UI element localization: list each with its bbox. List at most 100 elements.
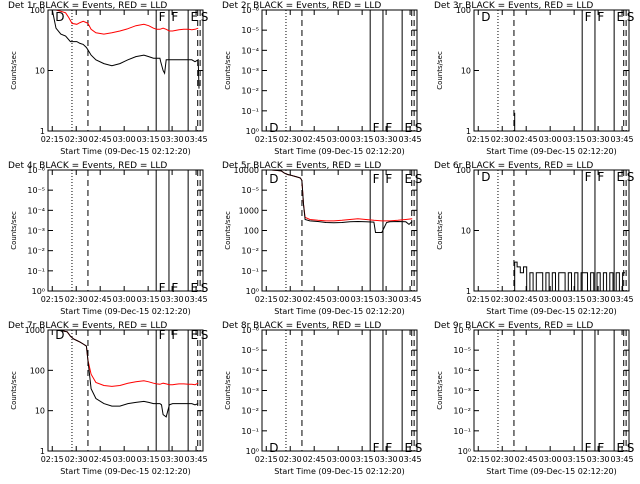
- panel-title: Det 4r BLACK = Events, RED = LLD: [8, 161, 167, 171]
- chart-panel: Det 1r BLACK = Events, RED = LLD Counts/s…: [8, 1, 208, 156]
- chart-panel: Det 5r BLACK = Events, RED = LLD Counts/s…: [222, 161, 422, 316]
- event-marker: F: [585, 10, 592, 24]
- y-axis-label: Counts/sec: [10, 51, 18, 90]
- y-tick-label: 10⁻³: [453, 387, 471, 396]
- y-tick-label: 10⁻⁶: [241, 326, 259, 335]
- y-tick-label: 1000: [239, 206, 259, 215]
- x-tick-label: 02:15: [467, 455, 490, 464]
- y-tick-label: 10: [35, 67, 45, 76]
- event-marker: F: [597, 441, 604, 455]
- y-axis-label: Counts/sec: [10, 211, 18, 250]
- event-marker: S: [201, 10, 209, 24]
- y-tick-label: 10⁰: [32, 287, 45, 296]
- plot-frame: [261, 9, 418, 132]
- y-axis-label: Counts/sec: [10, 371, 18, 410]
- y-tick-label: 10⁻²: [241, 247, 259, 256]
- y-tick-label: 10⁻³: [241, 67, 259, 76]
- x-tick-label: 03:30: [161, 455, 184, 464]
- event-marker: S: [415, 441, 423, 455]
- y-tick-label: 10⁻³: [241, 387, 259, 396]
- x-tick-label: 03:15: [351, 135, 374, 144]
- y-tick-label: 10⁰: [246, 127, 259, 136]
- x-axis-label: Start Time (09-Dec-15 02:12:20): [274, 307, 405, 316]
- y-tick-label: 100: [30, 6, 45, 15]
- plot-frame: [47, 9, 204, 132]
- y-tick-label: 100: [30, 366, 45, 375]
- x-tick-label: 02:30: [491, 455, 514, 464]
- event-marker: F: [159, 281, 166, 295]
- x-tick-label: 03:15: [563, 295, 586, 304]
- event-marker: S: [627, 170, 635, 184]
- y-tick-label: 10⁰: [246, 287, 259, 296]
- panel-title: Det 3r BLACK = Events, RED = LLD: [434, 1, 593, 11]
- event-marker: F: [373, 441, 380, 455]
- x-tick-label: 02:30: [279, 135, 302, 144]
- event-marker: D: [269, 121, 278, 135]
- x-tick-label: 03:45: [611, 295, 634, 304]
- x-tick-label: 03:00: [327, 455, 350, 464]
- event-marker: E: [617, 10, 625, 24]
- y-tick-label: 10: [461, 227, 471, 236]
- x-axis-label: Start Time (09-Dec-15 02:12:20): [486, 307, 617, 316]
- event-marker: F: [159, 328, 166, 342]
- x-tick-label: 02:45: [515, 295, 538, 304]
- panel-title: Det 8r BLACK = Events, RED = LLD: [222, 321, 381, 331]
- x-axis-label: Start Time (09-Dec-15 02:12:20): [60, 307, 191, 316]
- x-tick-label: 02:30: [279, 295, 302, 304]
- x-axis-label: Start Time (09-Dec-15 02:12:20): [486, 467, 617, 476]
- x-tick-label: 03:45: [185, 295, 208, 304]
- x-tick-label: 02:15: [41, 135, 64, 144]
- event-marker: S: [627, 10, 635, 24]
- event-marker: E: [191, 10, 199, 24]
- y-tick-label: 10⁰: [458, 447, 471, 456]
- event-marker: D: [55, 328, 64, 342]
- y-tick-label: 10⁻⁵: [241, 26, 259, 35]
- y-tick-label: 10⁻⁴: [241, 46, 259, 55]
- x-tick-label: 03:15: [137, 135, 160, 144]
- event-marker: S: [201, 328, 209, 342]
- chart-panel: Det 8r BLACK = Events, RED = LLD Counts/s…: [222, 321, 422, 476]
- event-marker: F: [171, 328, 178, 342]
- x-tick-label: 03:30: [375, 455, 398, 464]
- y-tick-label: 10⁻⁴: [453, 366, 471, 375]
- x-axis-label: Start Time (09-Dec-15 02:12:20): [274, 147, 405, 156]
- event-marker: S: [415, 121, 423, 135]
- x-tick-label: 02:45: [89, 455, 112, 464]
- x-tick-label: 03:00: [113, 135, 136, 144]
- x-tick-label: 03:00: [539, 135, 562, 144]
- x-tick-label: 02:30: [65, 295, 88, 304]
- y-tick-label: 10⁻⁶: [241, 6, 259, 15]
- y-tick-label: 10⁻⁴: [241, 366, 259, 375]
- x-tick-label: 03:15: [563, 135, 586, 144]
- event-marker: S: [415, 172, 423, 186]
- x-tick-label: 02:30: [279, 455, 302, 464]
- x-tick-label: 02:15: [467, 135, 490, 144]
- plot-frame: [261, 169, 418, 292]
- chart-panel: Det 6r BLACK = Events, RED = LLD Counts/s…: [434, 161, 634, 316]
- x-tick-label: 03:30: [587, 455, 610, 464]
- x-tick-label: 03:30: [375, 135, 398, 144]
- event-marker: F: [171, 281, 178, 295]
- x-tick-label: 03:00: [113, 295, 136, 304]
- y-tick-label: 1000: [25, 326, 45, 335]
- event-marker: F: [385, 172, 392, 186]
- data-series: [52, 329, 199, 418]
- y-tick-label: 10⁻²: [241, 87, 259, 96]
- x-tick-label: 03:45: [185, 135, 208, 144]
- y-axis-label: Counts/sec: [436, 211, 444, 250]
- event-marker: E: [405, 121, 413, 135]
- x-tick-label: 03:00: [327, 135, 350, 144]
- y-tick-label: 10⁻¹: [27, 267, 45, 276]
- y-tick-label: 10⁻⁶: [27, 166, 45, 175]
- data-series: [51, 9, 200, 89]
- x-tick-label: 02:30: [491, 295, 514, 304]
- y-tick-label: 10000: [234, 166, 259, 175]
- y-tick-label: 100: [244, 227, 259, 236]
- x-tick-label: 03:15: [351, 295, 374, 304]
- event-marker: F: [585, 170, 592, 184]
- x-tick-label: 02:45: [303, 135, 326, 144]
- event-marker: D: [269, 172, 278, 186]
- event-marker: F: [385, 121, 392, 135]
